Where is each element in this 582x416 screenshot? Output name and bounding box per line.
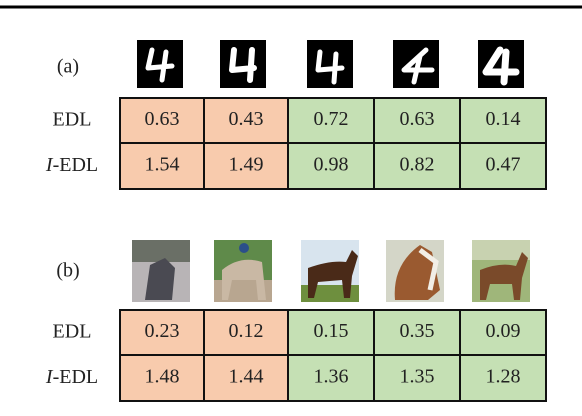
table-cell [203,142,289,190]
horse-image [472,240,530,302]
digit-image [478,40,524,88]
cell-value: 0.82 [400,154,435,176]
row-label: EDL [53,108,92,130]
horse-image [386,240,444,302]
row-label: I-EDL [45,366,98,388]
table-cell [459,354,547,402]
cell-value: 1.48 [145,366,180,388]
table-cell [287,309,375,356]
cell-value: 0.15 [314,320,349,342]
cell-value: 0.35 [400,320,435,342]
table-cell [203,309,289,356]
digit-images [137,40,524,88]
row-label-prefix: I [45,366,54,388]
horse-images [132,240,530,302]
cell-value: 0.63 [145,108,180,130]
row-label-name: -EDL [53,366,99,388]
cell-value: 0.14 [486,108,521,130]
row-label-name: -EDL [53,154,99,176]
row-label: I-EDL [45,154,98,176]
row-label-prefix: I [45,154,54,176]
cell-value: 0.63 [400,108,435,130]
table-cell [119,354,205,402]
digit-image [307,40,353,88]
digit-image [220,40,266,88]
cell-value: 0.09 [486,320,521,342]
cell-value: 1.44 [229,366,264,388]
digit-image [137,40,183,88]
cell-value: 1.54 [145,154,180,176]
row-label-name: EDL [53,108,92,130]
cell-value: 0.23 [145,320,180,342]
table-cell [373,309,461,356]
table-cell [373,97,461,144]
table-cell [287,354,375,402]
table-cell [203,354,289,402]
horse-image [301,240,359,302]
cell-value: 1.49 [229,154,264,176]
table-cell [373,142,461,190]
cell-value: 0.12 [229,320,264,342]
cell-value: 1.35 [400,366,435,388]
cell-value: 1.28 [486,366,521,388]
panel-label: (a) [57,56,79,78]
table-cell [119,142,205,190]
cell-value: 0.43 [229,108,264,130]
cell-value: 0.98 [314,154,349,176]
cell-value: 0.72 [314,108,349,130]
table-cell [459,97,547,144]
table-cell [459,142,547,190]
row-label-name: EDL [53,320,92,342]
table-cell [459,309,547,356]
cell-value: 1.36 [314,366,349,388]
row-label: EDL [53,320,92,342]
digit-image [393,40,439,88]
horse-image [132,240,190,302]
panel-label: (b) [56,260,79,282]
horse-image [214,240,272,302]
cell-value: 0.47 [486,154,521,176]
